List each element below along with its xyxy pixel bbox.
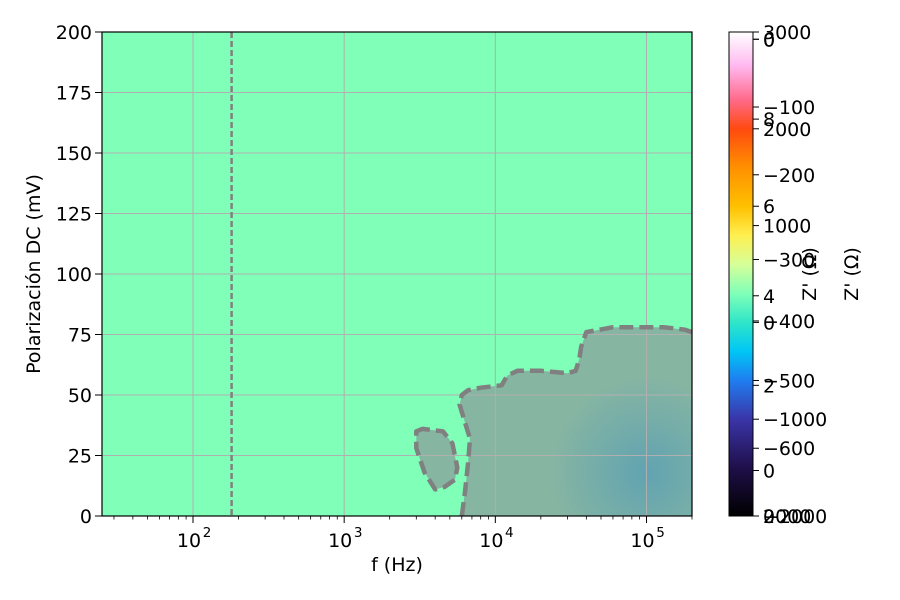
colorbar-tick-label: 0 bbox=[763, 461, 775, 483]
main-region-boundary bbox=[457, 324, 692, 516]
colorbar-label-2: Z' (Ω) bbox=[841, 247, 863, 301]
x-tick-exponent: 3 bbox=[354, 525, 363, 541]
y-tick-label: 75 bbox=[68, 325, 92, 347]
y-tick-label: 200 bbox=[56, 22, 92, 44]
colorbar-ticks: −20000−600−1000−500−400−300−200−10000246… bbox=[753, 22, 827, 528]
colorbar-tick-label: 2000 bbox=[763, 119, 811, 141]
x-tick-label: 10 bbox=[479, 530, 503, 552]
x-tick-exponent: 4 bbox=[505, 525, 514, 541]
colorbar-tick-label: 0 bbox=[763, 29, 775, 51]
colorbar-gradient bbox=[729, 32, 753, 516]
low-impedance-hotspot bbox=[551, 377, 692, 516]
x-axis-label: f (Hz) bbox=[371, 554, 423, 576]
y-tick-label: 25 bbox=[68, 446, 92, 468]
colorbar-tick-label: 3000 bbox=[763, 22, 811, 44]
island-region-fill bbox=[416, 428, 458, 490]
colorbar-frame bbox=[728, 31, 754, 517]
colorbar-tick-label: 8 bbox=[763, 109, 775, 131]
colorbar-tick-label: 2000 bbox=[763, 506, 811, 528]
y-tick-label: 0 bbox=[80, 506, 92, 528]
x-axis-ticks: 10 2 10 3 10 4 10 5 bbox=[113, 516, 693, 552]
colorbar-tick-label: −2000 bbox=[763, 506, 827, 528]
y-axis-ticks: 0 25 50 75 100 125 150 175 200 bbox=[56, 22, 102, 528]
y-axis-label: Polarización DC (mV) bbox=[23, 174, 45, 374]
colorbar-tick-label: 4 bbox=[763, 286, 775, 308]
colorbar: −20000−600−1000−500−400−300−200−10000246… bbox=[728, 22, 863, 528]
y-tick-label: 150 bbox=[56, 143, 92, 165]
colorbar-tick-label: −1000 bbox=[763, 409, 827, 431]
colorbar-tick-label: −300 bbox=[763, 249, 815, 271]
x-tick-label: 10 bbox=[328, 530, 352, 552]
colorbar-tick-label: 2 bbox=[763, 375, 775, 397]
x-tick-label: 10 bbox=[177, 530, 201, 552]
colorbar-tick-label: −400 bbox=[763, 311, 815, 333]
x-tick-exponent: 5 bbox=[656, 525, 665, 541]
x-tick-exponent: 2 bbox=[203, 525, 212, 541]
colorbar-tick-label: 1000 bbox=[763, 216, 811, 238]
x-tick-label: 10 bbox=[630, 530, 654, 552]
colorbar-tick-label: −100 bbox=[763, 97, 815, 119]
colorbar-tick-label: 6 bbox=[763, 196, 775, 218]
y-tick-label: 125 bbox=[56, 204, 92, 226]
colorbar-tick-label: 0 bbox=[763, 29, 775, 51]
colorbar-tick-label: 0 bbox=[763, 506, 775, 528]
y-tick-label: 100 bbox=[56, 264, 92, 286]
y-tick-label: 50 bbox=[68, 385, 92, 407]
colorbar-tick-label: −200 bbox=[763, 165, 815, 187]
colorbar-label-1: Z' (Ω) bbox=[799, 247, 821, 301]
y-tick-label: 175 bbox=[56, 83, 92, 105]
colorbar-tick-label: −600 bbox=[763, 438, 815, 460]
island-region-boundary bbox=[414, 426, 460, 492]
colorbar-tick-label: 0 bbox=[763, 312, 775, 334]
colorbar-tick-label: −500 bbox=[763, 370, 815, 392]
grid-lines bbox=[102, 32, 692, 516]
